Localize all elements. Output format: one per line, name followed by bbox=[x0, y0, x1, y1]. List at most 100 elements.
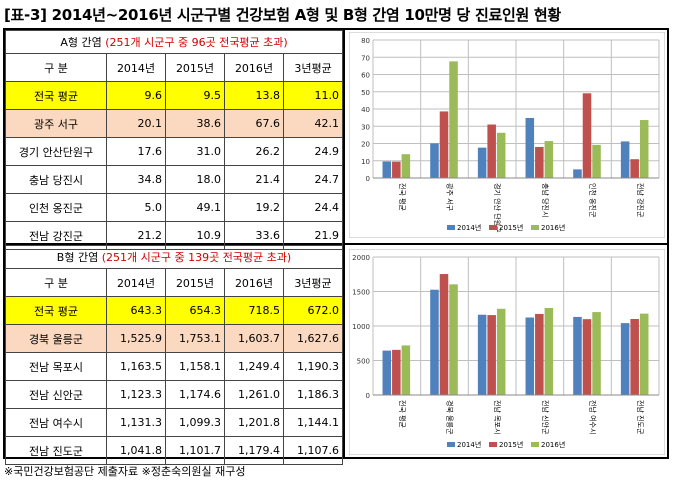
table-cell: 1,101.7 bbox=[165, 436, 225, 465]
row-label: 전남 여수시 bbox=[5, 408, 107, 437]
bar-2016년-인천 옹진군 bbox=[592, 144, 601, 178]
bar-2014년-경기 안산 단원구 bbox=[477, 147, 487, 178]
table-cell: 1,186.3 bbox=[283, 380, 343, 409]
header-cell: 3년평균 bbox=[282, 53, 344, 82]
bar-2014년-전남 목포시 bbox=[477, 314, 487, 395]
bar-2015년-경북 울릉군 bbox=[439, 274, 449, 395]
table-b-caption: B형 간염 (251개 시군구 중 139곳 전국평균 초과) bbox=[5, 245, 343, 269]
header-cell: 2014년 bbox=[106, 53, 166, 82]
table-cell: 11.0 bbox=[282, 81, 344, 110]
header-cell: 2015년 bbox=[165, 53, 225, 82]
table-cell: 21.4 bbox=[224, 165, 284, 194]
row-label: 전국 평균 bbox=[5, 81, 107, 110]
x-tick-label: 전남 목포시 bbox=[493, 400, 502, 434]
table-hepatitis-b: B형 간염 (251개 시군구 중 139곳 전국평균 초과) 구 분 2014… bbox=[5, 245, 343, 465]
legend-label: 2016년 bbox=[541, 223, 565, 232]
table-cell: 1,163.5 bbox=[106, 352, 166, 381]
legend-swatch-2014년 bbox=[447, 442, 455, 447]
bar-2016년-광주 서구 bbox=[449, 61, 458, 178]
y-tick-label: 50 bbox=[361, 89, 370, 97]
table-cell: 718.5 bbox=[224, 296, 284, 325]
table-row: 전남 신안군 1,123.3 1,174.6 1,261.0 1,186.3 bbox=[5, 380, 343, 409]
chart-hepatitis-a: 0 10 20 30 40 50 60 70 80 전국 평균 광주 서구 경기 안산 단원구 충남 당… bbox=[349, 32, 665, 238]
x-tick-label: 전국 평균 bbox=[398, 183, 407, 212]
bar-2014년-전남 신안군 bbox=[525, 317, 535, 395]
table-cell: 672.0 bbox=[283, 296, 343, 325]
table-cell: 18.0 bbox=[165, 165, 225, 194]
table-cell: 643.3 bbox=[106, 296, 166, 325]
table-cell: 26.2 bbox=[224, 137, 284, 166]
table-cell: 34.8 bbox=[106, 165, 166, 194]
table-cell: 1,249.4 bbox=[224, 352, 284, 381]
x-tick-label: 인천 옹진군 bbox=[589, 183, 598, 218]
bar-2014년-전남 진도군 bbox=[620, 323, 630, 395]
y-tick-label: 30 bbox=[361, 123, 370, 131]
header-cell: 2016년 bbox=[224, 268, 284, 297]
table-cell: 24.9 bbox=[282, 137, 344, 166]
table-cell: 38.6 bbox=[165, 109, 225, 138]
bar-2016년-전남 목포시 bbox=[496, 308, 506, 395]
table-row: 충남 당진시 34.8 18.0 21.4 24.7 bbox=[5, 165, 344, 194]
page-title: [표-3] 2014년~2016년 시군구별 건강보험 A형 및 B형 간염 1… bbox=[4, 6, 561, 24]
y-tick-label: 70 bbox=[361, 54, 370, 62]
bar-2015년-인천 옹진군 bbox=[582, 93, 592, 178]
bar-2014년-인천 옹진군 bbox=[573, 169, 582, 178]
table-row: 광주 서구 20.1 38.6 67.6 42.1 bbox=[5, 109, 344, 138]
legend-swatch-2014년 bbox=[447, 225, 455, 230]
table-cell: 1,603.7 bbox=[224, 324, 284, 353]
legend-swatch-2016년 bbox=[531, 442, 539, 447]
table-cell: 5.0 bbox=[106, 193, 166, 222]
bar-2014년-전남 여수시 bbox=[573, 316, 582, 395]
bar-2016년-전국 평균 bbox=[401, 154, 411, 178]
table-cell: 1,099.3 bbox=[165, 408, 225, 437]
header-cell: 2014년 bbox=[106, 268, 166, 297]
table-cell: 1,261.0 bbox=[224, 380, 284, 409]
table-cell: 17.6 bbox=[106, 137, 166, 166]
table-cell: 1,753.1 bbox=[165, 324, 225, 353]
x-tick-label: 전국 평균 bbox=[398, 400, 407, 429]
bar-2016년-전국 평균 bbox=[401, 345, 411, 395]
x-tick-label: 전남 여수시 bbox=[589, 400, 598, 434]
header-cell: 2016년 bbox=[224, 53, 284, 82]
chart-background bbox=[349, 32, 665, 238]
bar-2015년-전남 신안군 bbox=[535, 313, 544, 395]
table-cell: 1,131.3 bbox=[106, 408, 166, 437]
x-tick-label: 경북 울릉군 bbox=[446, 400, 455, 435]
table-cell: 654.3 bbox=[165, 296, 225, 325]
row-label: 전남 신안군 bbox=[5, 380, 107, 409]
bar-2015년-전국 평균 bbox=[392, 161, 401, 178]
table-row: 전남 목포시 1,163.5 1,158.1 1,249.4 1,190.3 bbox=[5, 352, 343, 381]
legend-label: 2014년 bbox=[457, 223, 481, 232]
footnote: ※국민건강보험공단 제출자료 ※정춘숙의원실 재구성 bbox=[4, 465, 246, 478]
bar-2016년-경북 울릉군 bbox=[449, 284, 458, 395]
y-tick-label: 10 bbox=[361, 158, 370, 166]
bar-2014년-전국 평균 bbox=[382, 161, 392, 178]
table-cell: 19.2 bbox=[224, 193, 284, 222]
table-cell: 1,174.6 bbox=[165, 380, 225, 409]
table-cell: 24.7 bbox=[282, 165, 344, 194]
legend-swatch-2015년 bbox=[489, 442, 497, 447]
bar-2016년-전남 강진군 bbox=[639, 120, 649, 178]
table-a-caption-prefix: A형 간염 bbox=[60, 36, 102, 49]
bar-2014년-광주 서구 bbox=[430, 143, 439, 178]
legend-label: 2016년 bbox=[541, 440, 565, 449]
table-cell: 1,123.3 bbox=[106, 380, 166, 409]
x-tick-label: 경기 안산 단원구 bbox=[493, 183, 502, 233]
bar-2015년-경기 안산 단원구 bbox=[487, 124, 496, 178]
table-cell: 9.6 bbox=[106, 81, 166, 110]
table-row: 전남 여수시 1,131.3 1,099.3 1,201.8 1,144.1 bbox=[5, 408, 343, 437]
table-cell: 20.1 bbox=[106, 109, 166, 138]
table-b-caption-prefix: B형 간염 bbox=[56, 251, 99, 264]
table-row-national-average: 전국 평균 643.3 654.3 718.5 672.0 bbox=[5, 296, 343, 325]
bar-2015년-광주 서구 bbox=[439, 111, 449, 178]
table-cell: 1,190.3 bbox=[283, 352, 343, 381]
y-tick-label: 1500 bbox=[352, 289, 370, 297]
header-cell: 구 분 bbox=[5, 53, 107, 82]
bar-2014년-경북 울릉군 bbox=[430, 289, 439, 395]
x-tick-label: 전남 신안군 bbox=[541, 400, 550, 435]
bar-2015년-전남 강진군 bbox=[630, 159, 639, 178]
row-label: 인천 옹진군 bbox=[5, 193, 107, 222]
table-cell: 49.1 bbox=[165, 193, 225, 222]
table-row: 전남 진도군 1,041.8 1,101.7 1,179.4 1,107.6 bbox=[5, 436, 343, 465]
table-cell: 31.0 bbox=[165, 137, 225, 166]
